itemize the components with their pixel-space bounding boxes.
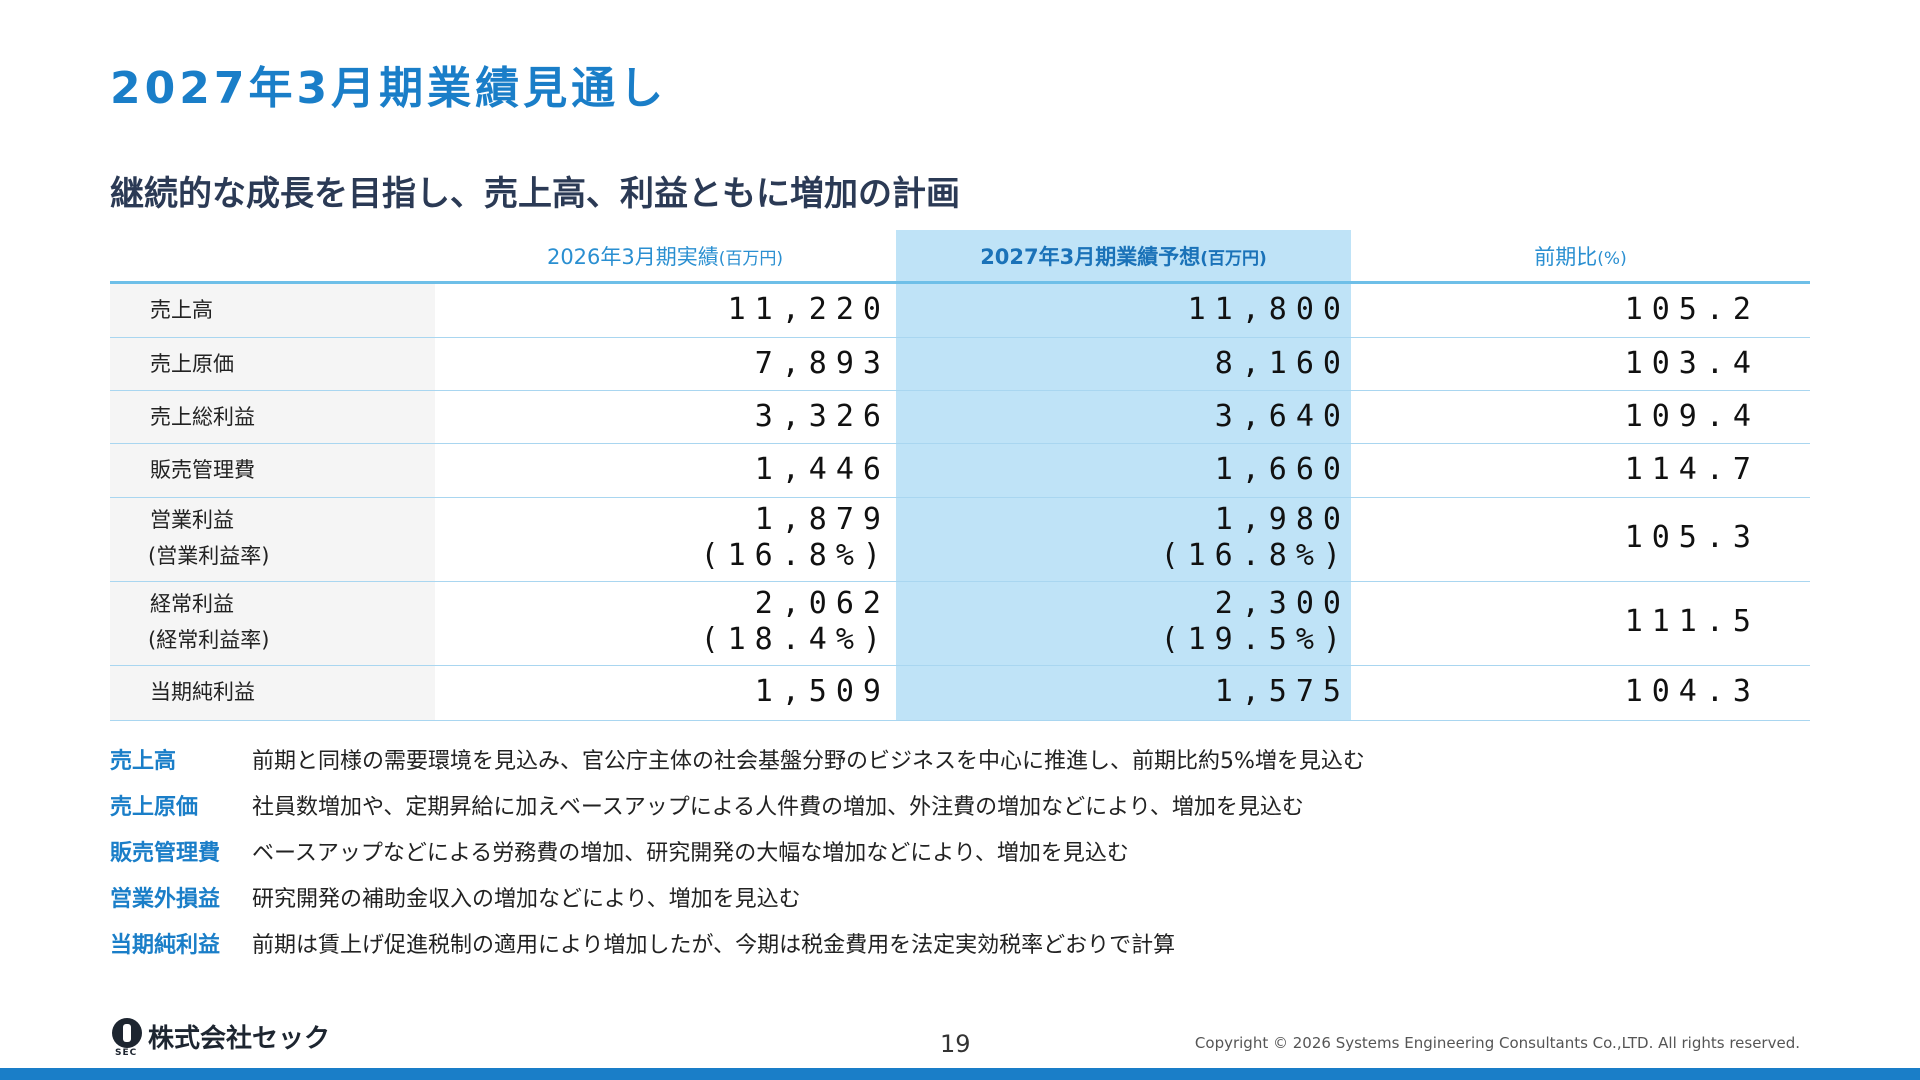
note-item: 売上高 前期と同様の需要環境を見込み、官公庁主体の社会基盤分野のビジネスを中心に… <box>110 746 1710 778</box>
copyright-text: Copyright © 2026 Systems Engineering Con… <box>1194 1034 1800 1052</box>
note-item: 営業外損益 研究開発の補助金収入の増加などにより、増加を見込む <box>110 884 1710 916</box>
forecast-table: 2026年3月期実績(百万円) 2027年3月期業績予想(百万円) 前期比(%)… <box>110 230 1810 721</box>
table-row: 売上原価 7,893 8,160 103.4 <box>110 338 1810 391</box>
note-key: 当期純利益 <box>110 933 221 958</box>
value-ratio: 114.7 <box>1624 452 1760 487</box>
value-ratio: 109.4 <box>1624 399 1760 434</box>
logo-mark-icon <box>112 1018 142 1048</box>
forecast-column-highlight <box>896 230 1351 721</box>
header-ratio-main: 前期比 <box>1534 245 1598 269</box>
header-2026-main: 2026年3月期実績 <box>546 245 719 269</box>
note-item: 売上原価 社員数増加や、定期昇給に加えベースアップによる人件費の増加、外注費の増… <box>110 792 1710 824</box>
note-text: ベースアップなどによる労務費の増加、研究開発の大幅な増加などにより、増加を見込む <box>252 841 1129 866</box>
row-sublabel: (営業利益率) <box>148 544 270 568</box>
note-item: 販売管理費 ベースアップなどによる労務費の増加、研究開発の大幅な増加などにより、… <box>110 838 1710 870</box>
note-key: 売上高 <box>110 749 177 774</box>
value-2026: 7,893 <box>754 346 890 381</box>
value-2026-margin: (18.4%) <box>700 622 890 657</box>
value-2027-margin: (19.5%) <box>1160 622 1350 657</box>
row-label: 売上高 <box>150 298 213 322</box>
table-row: 売上総利益 3,326 3,640 109.4 <box>110 391 1810 444</box>
value-ratio: 103.4 <box>1624 346 1760 381</box>
bottom-accent-bar <box>0 1068 1920 1080</box>
table-row: 売上高 11,220 11,800 105.2 <box>110 284 1810 338</box>
note-text: 前期と同様の需要環境を見込み、官公庁主体の社会基盤分野のビジネスを中心に推進し、… <box>252 749 1365 774</box>
row-label: 当期純利益 <box>150 680 255 704</box>
row-label: 経常利益 <box>150 592 234 616</box>
company-name: 株式会社セック <box>148 1024 331 1054</box>
label-column-background <box>110 283 435 721</box>
value-2026: 3,326 <box>754 399 890 434</box>
value-ratio: 105.3 <box>1624 520 1760 555</box>
table-row: 営業利益 (営業利益率) 1,879 (16.8%) 1,980 (16.8%)… <box>110 498 1810 582</box>
row-label: 販売管理費 <box>150 458 255 482</box>
table-row: 当期純利益 1,509 1,575 104.3 <box>110 666 1810 721</box>
table-row: 経常利益 (経常利益率) 2,062 (18.4%) 2,300 (19.5%)… <box>110 582 1810 666</box>
value-2026: 1,879 <box>754 502 890 537</box>
header-ratio-unit: (%) <box>1597 249 1627 269</box>
header-2026-actual: 2026年3月期実績(百万円) <box>440 242 890 272</box>
header-rule <box>110 281 1810 284</box>
header-2027-main: 2027年3月期業績予想 <box>980 245 1201 269</box>
note-key: 販売管理費 <box>110 841 221 866</box>
logo-sec-text: SEC <box>115 1048 138 1058</box>
row-label: 売上総利益 <box>150 405 255 429</box>
row-sublabel: (経常利益率) <box>148 628 270 652</box>
value-2027: 1,980 <box>1214 502 1350 537</box>
value-2026: 1,446 <box>754 452 890 487</box>
row-label: 営業利益 <box>150 508 234 532</box>
value-2026-margin: (16.8%) <box>700 538 890 573</box>
value-2027: 2,300 <box>1214 586 1350 621</box>
value-ratio: 105.2 <box>1624 292 1760 327</box>
page-subtitle: 継続的な成長を目指し、売上高、利益ともに増加の計画 <box>110 174 960 214</box>
value-2026: 1,509 <box>754 674 890 709</box>
table-row: 販売管理費 1,446 1,660 114.7 <box>110 444 1810 498</box>
page-number: 19 <box>940 1030 971 1058</box>
note-text: 前期は賃上げ促進税制の適用により増加したが、今期は税金費用を法定実効税率どおりで… <box>252 933 1176 958</box>
value-2027: 3,640 <box>1214 399 1350 434</box>
note-item: 当期純利益 前期は賃上げ促進税制の適用により増加したが、今期は税金費用を法定実効… <box>110 930 1710 962</box>
value-ratio: 104.3 <box>1624 674 1760 709</box>
value-ratio: 111.5 <box>1624 604 1760 639</box>
note-key: 売上原価 <box>110 795 199 820</box>
value-2026: 2,062 <box>754 586 890 621</box>
value-2027: 11,800 <box>1187 292 1350 327</box>
header-2027-unit: (百万円) <box>1200 249 1267 269</box>
value-2027: 1,660 <box>1214 452 1350 487</box>
note-text: 研究開発の補助金収入の増加などにより、増加を見込む <box>252 887 801 912</box>
row-label: 売上原価 <box>150 352 234 376</box>
note-key: 営業外損益 <box>110 887 221 912</box>
page-title: 2027年3月期業績見通し <box>110 63 668 114</box>
value-2027: 8,160 <box>1214 346 1350 381</box>
value-2027-margin: (16.8%) <box>1160 538 1350 573</box>
value-2026: 11,220 <box>727 292 890 327</box>
value-2027: 1,575 <box>1214 674 1350 709</box>
header-2026-unit: (百万円) <box>718 249 784 269</box>
note-text: 社員数増加や、定期昇給に加えベースアップによる人件費の増加、外注費の増加などによ… <box>252 795 1304 820</box>
header-2027-forecast: 2027年3月期業績予想(百万円) <box>896 242 1351 272</box>
header-ratio: 前期比(%) <box>1351 242 1810 272</box>
